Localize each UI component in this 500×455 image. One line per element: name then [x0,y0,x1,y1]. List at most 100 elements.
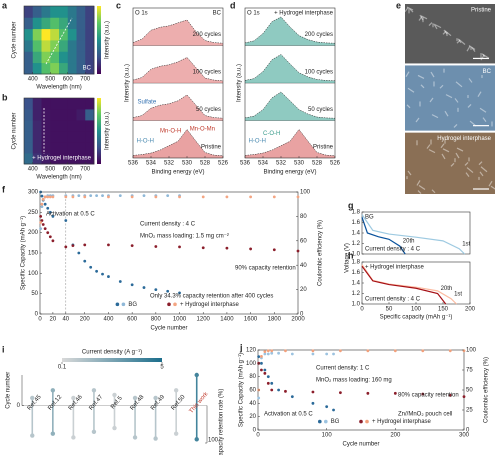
peak-label: H-O-H [137,139,154,145]
y-tick-label: 1.2 [352,291,361,297]
data-point [366,391,370,395]
retention-dot [132,435,138,440]
data-point [339,391,342,395]
legend-marker [115,302,120,307]
data-point [46,231,50,235]
y-tick-label: 20 [249,414,256,420]
cycle-dot [194,372,199,378]
legend-label: + Hydrogel interphase [180,302,240,308]
heat-cell [85,98,95,110]
panel-text: + Hydrogel interphase [274,11,334,17]
panel-label: e [396,0,401,10]
retention-dot [91,429,97,434]
heat-cell [76,142,86,154]
texture [429,97,434,103]
annotation: Only 34.3% capacity retention after 400 … [150,294,273,300]
x-axis-label: Binding energy (eV) [263,170,316,176]
x-tick-label: 400 [28,77,39,83]
spectrum-area [245,16,335,46]
texture [428,149,436,154]
heat-cell [67,131,77,143]
retention-dot [112,425,117,431]
data-point [266,349,270,353]
data-point [48,235,52,239]
data-point [154,195,158,199]
x-tick-label: 400 [28,167,39,173]
data-point [448,393,452,397]
annotation: Activation at 0.5 C [264,412,313,418]
y-tick-label: 1.4 [352,231,361,237]
x-tick-label: 0 [256,433,260,439]
panel-label: g [348,200,354,210]
data-point [270,388,274,392]
data-point [51,239,55,243]
data-point [225,246,229,250]
category-label: Ref.49 [150,394,166,412]
x-tick-label: 528 [200,161,211,167]
legend-label: BG [331,419,340,425]
data-point [39,227,43,231]
data-point [393,391,397,395]
texture [407,87,415,93]
texture [468,78,473,83]
data-point [266,352,270,356]
retention-dot [173,431,179,436]
x-axis-label: Wavelength (nm) [36,175,81,181]
x-axis-label: Binding energy (eV) [151,170,204,176]
heat-cell [67,28,77,41]
data-point [41,197,45,201]
spectrum-area [245,129,335,158]
heat-cell [85,6,95,18]
texture [440,143,445,149]
data-point [393,349,397,353]
spectrum-envelope [132,19,224,44]
cycle-dot [132,395,138,401]
data-point [64,245,68,249]
y2-tick-label: 100 [208,438,219,444]
texture [409,8,414,13]
heat-cell [41,6,51,18]
spectrum-label: 100 cycles [305,69,333,75]
data-point [225,195,229,199]
data-point [284,389,287,393]
heat-cell [41,51,51,64]
heat-cell [24,28,34,41]
texture [417,74,425,79]
data-point [107,195,110,199]
spectrum-area [133,57,223,83]
retention-dot [153,436,158,441]
x-tick-label: 400 [103,317,114,323]
spectrum-envelope [244,91,336,119]
texture [471,47,476,52]
texture [467,104,472,108]
annotation: 90% capacity retention [235,266,296,272]
x-tick-label: 530 [294,161,305,167]
x-tick-label: 0 [38,317,42,323]
cycle-dot [153,395,158,401]
texture [430,71,435,78]
heat-cell [24,109,34,121]
curve-label: 1st [462,241,470,247]
y-axis-label: Specific Capacity (mAh g⁻¹) [239,353,245,427]
data-point [249,247,253,251]
colorbar-tick-label: 0.1 [58,365,67,371]
y-tick-label: 1.8 [352,210,361,216]
texture [457,38,462,44]
data-point [366,349,370,353]
data-point [83,243,87,247]
y-axis-label: Intensity (a.u.) [125,64,131,102]
data-point [266,381,270,385]
y-tick-label: 50 [466,388,473,394]
data-point [48,210,52,214]
data-point [142,286,146,289]
data-point [77,251,81,255]
data-point [311,352,315,356]
texture [444,30,452,37]
image-label: Hydrogel interphase [437,136,491,142]
heat-cell [50,98,60,110]
category-label: Ref.45 [27,394,43,412]
heat-cell [67,153,77,165]
heat-cell [50,17,60,30]
spectrum-envelope [244,129,336,156]
